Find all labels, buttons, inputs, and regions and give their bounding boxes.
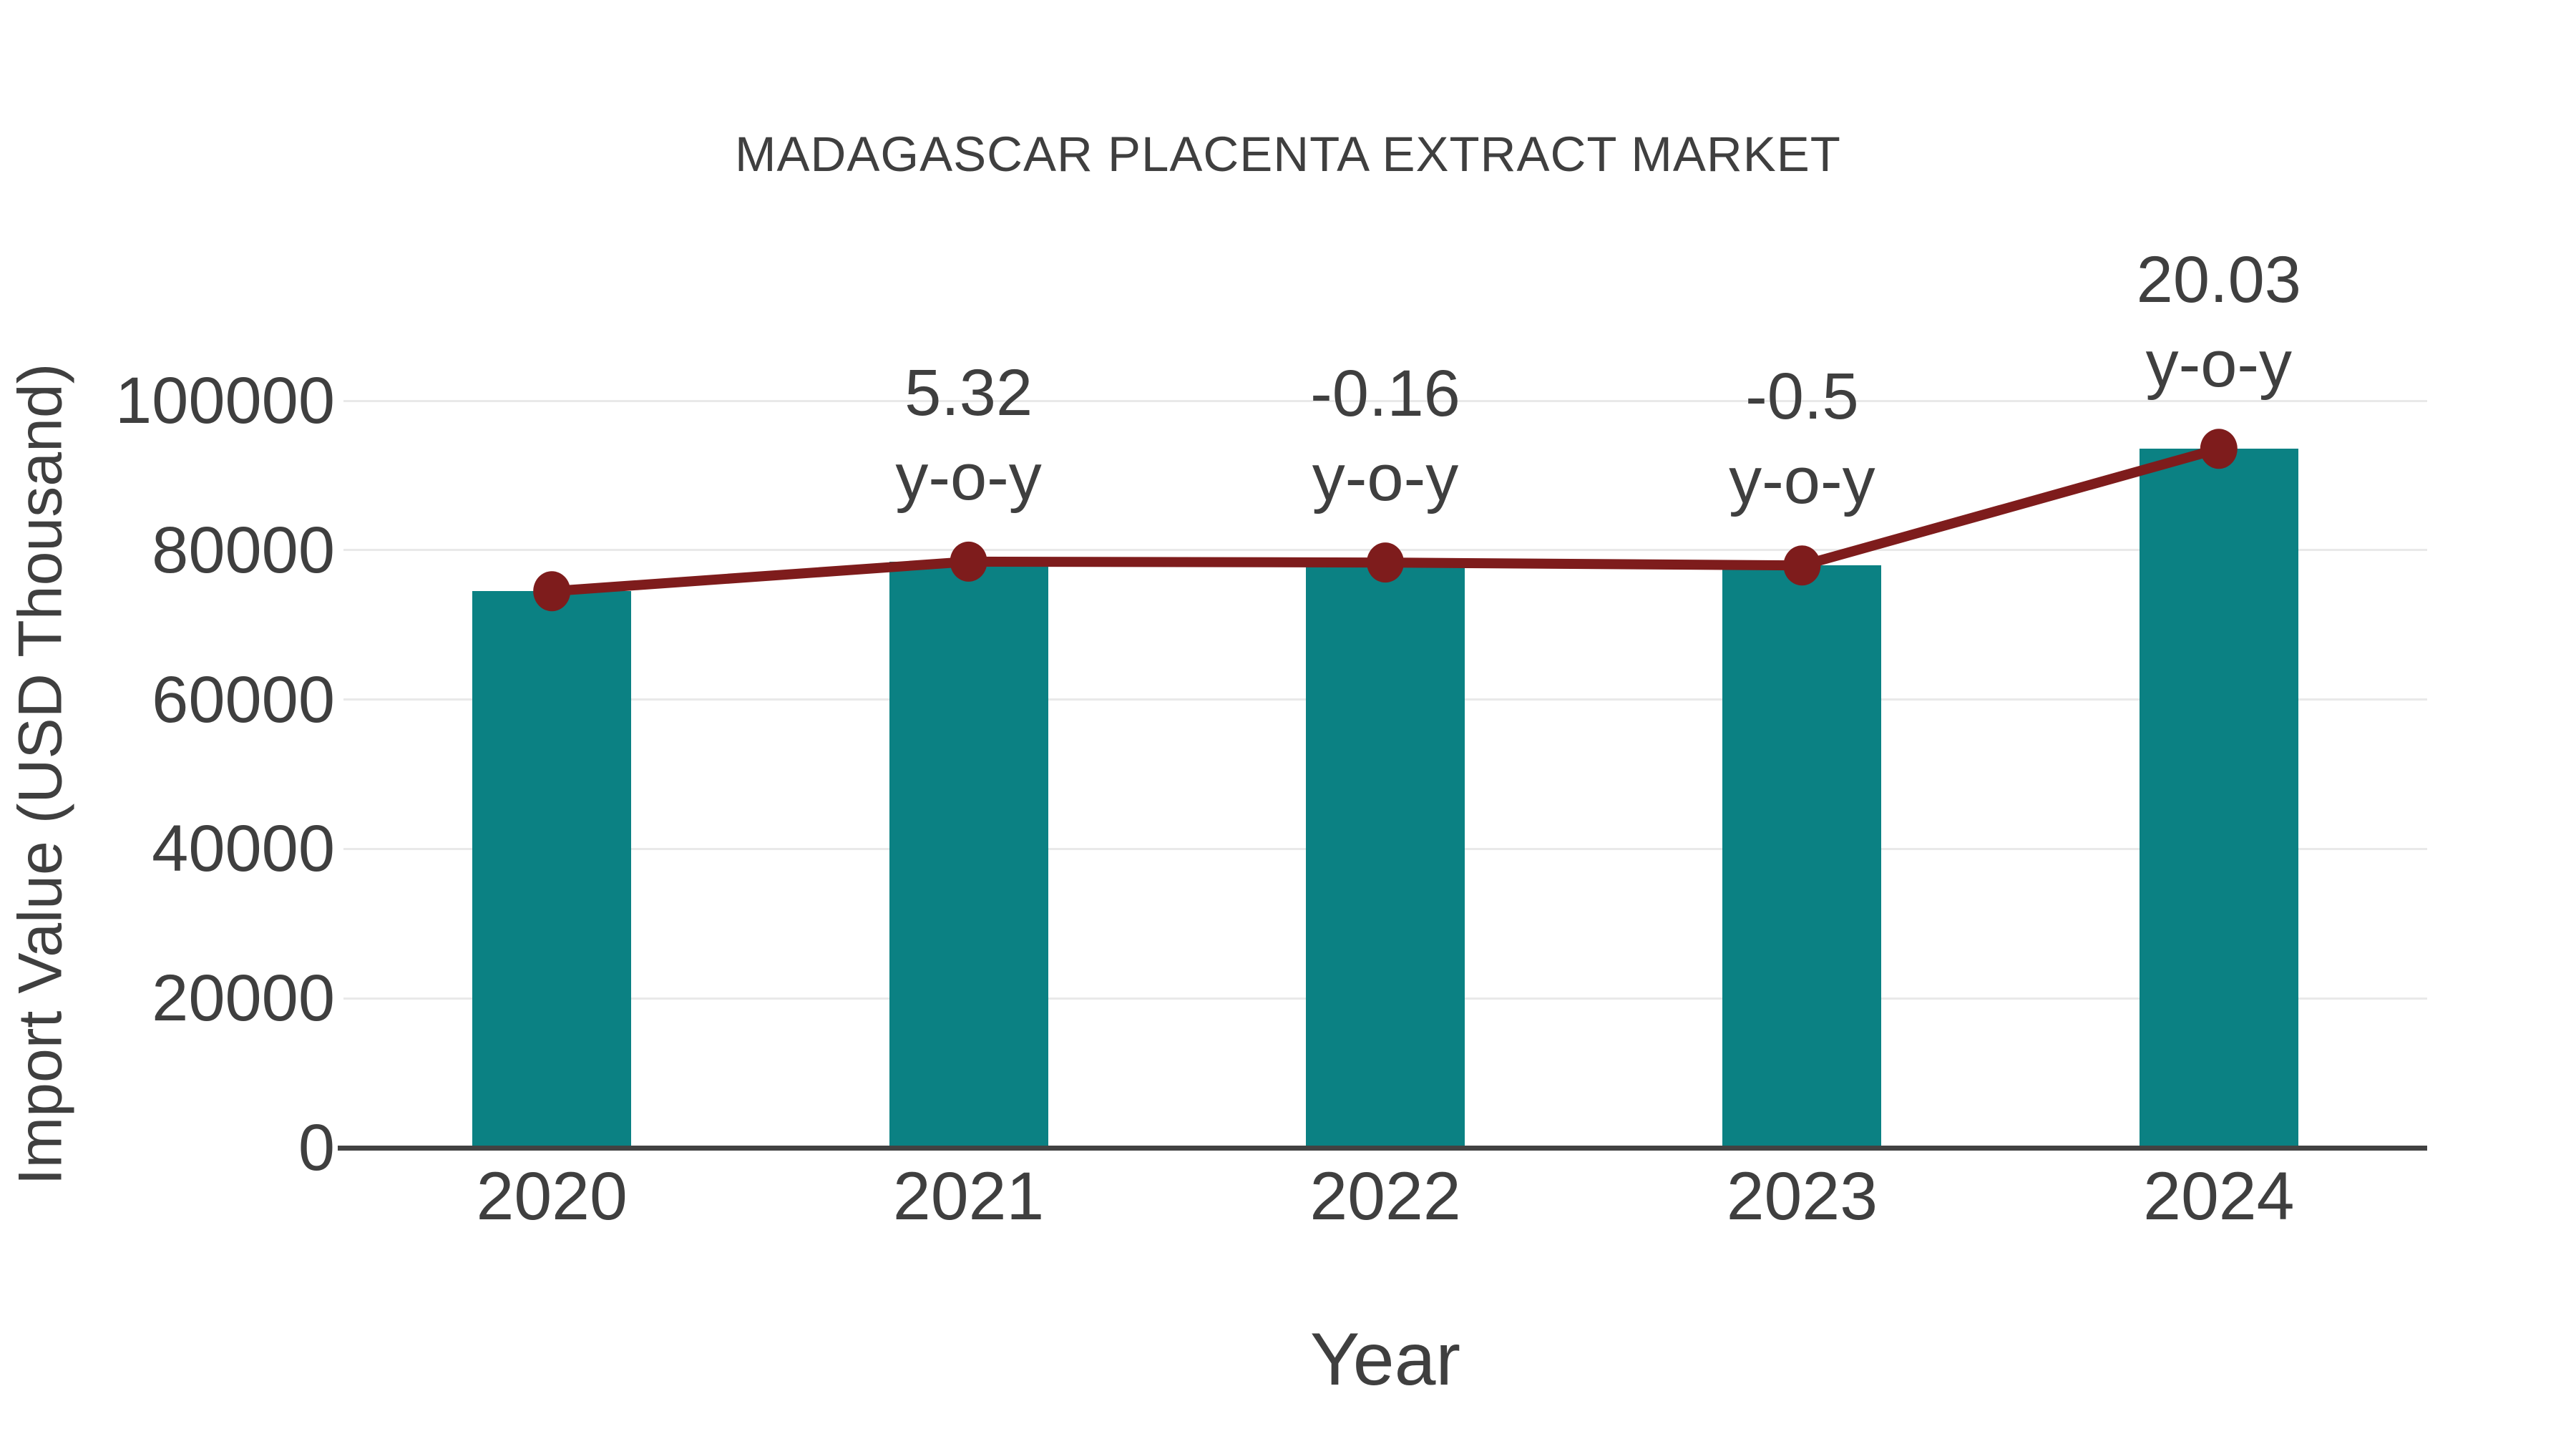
annotation-2023: -0.5 y-o-y (1551, 354, 2052, 523)
annotation-2021: 5.32 y-o-y (718, 351, 1219, 519)
annotation-yoy-label: y-o-y (2145, 328, 2293, 401)
annotation-value: 5.32 (904, 356, 1033, 429)
chart-title: MADAGASCAR PLACENTA EXTRACT MARKET (735, 127, 1841, 182)
annotation-value: -0.16 (1310, 357, 1460, 431)
annotation-value: -0.5 (1745, 360, 1859, 434)
x-tick-label-2022: 2022 (1309, 1158, 1461, 1234)
bar-2023 (1722, 565, 1882, 1148)
x-tick-label-2021: 2021 (892, 1158, 1045, 1234)
y-tick-label-0: 0 (298, 1111, 335, 1184)
trend-marker-2022 (1367, 542, 1404, 583)
bar-2024 (2139, 449, 2298, 1148)
x-tick-label-2020: 2020 (476, 1158, 628, 1234)
annotation-yoy-label: y-o-y (1312, 441, 1459, 515)
y-tick-label-100000: 100000 (115, 364, 335, 437)
annotation-yoy-label: y-o-y (1729, 444, 1875, 518)
annotation-2022: -0.16 y-o-y (1135, 351, 1636, 520)
y-tick-label-80000: 80000 (152, 513, 335, 587)
annotation-yoy-label: y-o-y (895, 440, 1042, 514)
trend-marker-2023 (1783, 545, 1821, 586)
y-tick-label-40000: 40000 (152, 812, 335, 886)
x-tick-label-2023: 2023 (1726, 1158, 1878, 1234)
y-tick-label-20000: 20000 (152, 962, 335, 1035)
trend-marker-2021 (950, 541, 987, 582)
trend-marker-2024 (2200, 429, 2238, 469)
gridline-100000 (343, 399, 2427, 402)
annotation-2024: 20.03 y-o-y (1968, 238, 2469, 406)
x-axis-title: Year (1309, 1318, 1461, 1401)
bar-2022 (1306, 562, 1465, 1148)
x-tick-label-2024: 2024 (2143, 1158, 2295, 1234)
y-tick-label-60000: 60000 (152, 663, 335, 736)
trend-marker-2020 (533, 571, 571, 612)
annotation-value: 20.03 (2136, 243, 2301, 317)
bar-2021 (889, 561, 1048, 1148)
x-axis-line (338, 1146, 2427, 1151)
bar-2020 (472, 591, 632, 1148)
